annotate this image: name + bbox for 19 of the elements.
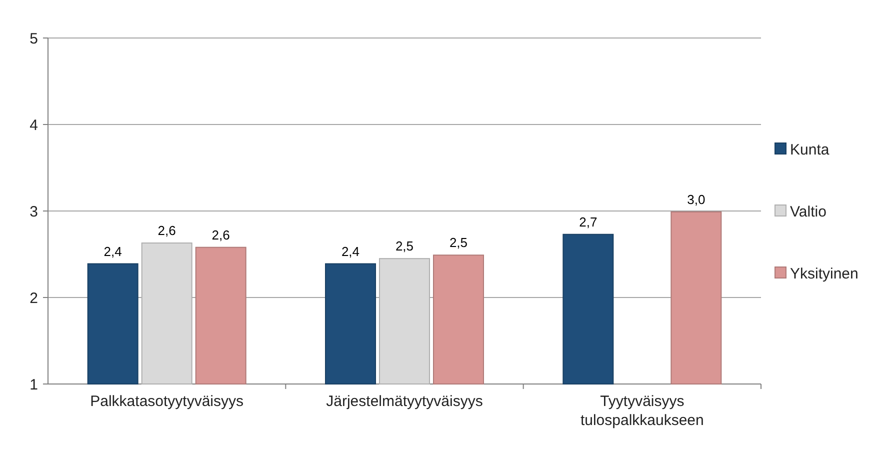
data-label: 2,5 [395,238,414,254]
data-label: 3,0 [687,192,706,207]
data-label: 2,7 [579,214,598,230]
legend-label: Valtio [790,203,826,220]
data-label: 2,6 [212,227,230,242]
y-tick-label: 5 [30,30,38,48]
data-label: 2,4 [104,244,122,259]
legend-label: Kunta [790,141,830,158]
x-tick-label: Tyytyväisyys tulospalkkaukseen [580,393,704,429]
y-tick-label: 3 [30,203,38,220]
x-tick-label: Palkkatasotyytyväisyys [90,393,244,410]
x-tick-label: Järjestelmätyytyväisyys [326,393,483,410]
data-label: 2,6 [158,223,176,238]
y-tick-label: 1 [30,376,38,394]
data-label: 2,5 [449,235,468,250]
data-label: 2,4 [341,244,360,259]
y-tick-label: 2 [30,290,38,307]
y-tick-label: 4 [30,116,38,134]
legend-label: Yksityinen [790,265,858,282]
